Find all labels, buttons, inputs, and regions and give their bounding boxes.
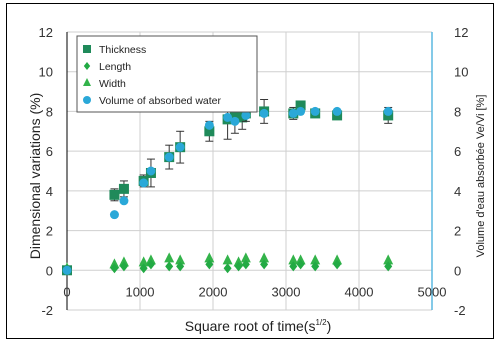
point-volume-of-absorbed-water xyxy=(146,166,156,176)
point-width xyxy=(383,254,394,265)
point-length xyxy=(139,263,148,274)
y-tick-label-right: -2 xyxy=(454,303,466,318)
legend-label-thickness: Thickness xyxy=(99,44,146,56)
y-tick-label-right: 8 xyxy=(454,104,461,119)
y-tick-label-left: 8 xyxy=(46,104,53,119)
y-tick-label-right: 6 xyxy=(454,144,461,159)
x-tick-label: 2000 xyxy=(199,284,228,299)
point-width xyxy=(222,254,233,265)
point-length xyxy=(119,261,128,272)
point-length xyxy=(296,259,305,270)
x-tick-label: 1000 xyxy=(126,284,155,299)
y-tick-label-right: 2 xyxy=(454,224,461,239)
point-width xyxy=(138,256,149,267)
point-length xyxy=(384,261,393,272)
point-length xyxy=(241,259,250,270)
point-volume-of-absorbed-water xyxy=(230,116,240,126)
legend-marker-length xyxy=(83,62,91,70)
point-volume-of-absorbed-water xyxy=(204,120,214,130)
legend-label-volume-of-absorbed-water: Volume of absorbed water xyxy=(99,95,221,107)
point-volume-of-absorbed-water xyxy=(296,106,306,116)
point-thickness xyxy=(118,183,129,194)
point-width xyxy=(259,252,270,263)
x-axis-label-close: ) xyxy=(327,318,332,334)
legend-marker-volume-of-absorbed-water xyxy=(83,96,91,104)
point-volume-of-absorbed-water xyxy=(62,265,72,275)
point-volume-of-absorbed-water xyxy=(332,106,342,116)
legend-marker-width xyxy=(83,78,91,86)
point-length xyxy=(260,259,269,270)
point-length xyxy=(289,261,298,272)
point-length xyxy=(234,261,243,272)
y-tick-label-left: 0 xyxy=(46,263,53,278)
y-tick-label-left: 2 xyxy=(46,224,53,239)
point-width xyxy=(310,254,321,265)
legend-label-width: Width xyxy=(99,78,126,90)
x-axis-label: Square root of time(s1/2) xyxy=(185,318,332,334)
point-thickness xyxy=(295,100,306,111)
right-y-axis-label: Volume d'eau absorbée Ve/Vi [%] xyxy=(475,95,487,258)
point-volume-of-absorbed-water xyxy=(175,142,185,152)
point-width xyxy=(240,252,251,263)
point-length xyxy=(223,263,232,274)
point-volume-of-absorbed-water xyxy=(259,108,269,118)
point-volume-of-absorbed-water xyxy=(164,152,174,162)
point-volume-of-absorbed-water xyxy=(241,110,251,120)
point-length xyxy=(311,261,320,272)
point-width xyxy=(175,254,186,265)
point-volume-of-absorbed-water xyxy=(223,112,233,122)
x-tick-label: 5000 xyxy=(418,284,447,299)
legend: Thickness Length Width Volume of absorbed w… xyxy=(76,35,258,113)
x-tick-label: 4000 xyxy=(345,284,374,299)
legend-marker-thickness xyxy=(83,45,91,53)
point-length xyxy=(176,261,185,272)
point-length xyxy=(110,263,119,274)
x-axis-label-main: Square root of time(s xyxy=(185,318,316,334)
y-tick-label-right: 4 xyxy=(454,184,461,199)
y-tick-label-left: 10 xyxy=(39,65,53,80)
left-y-axis-label: Dimensional variations (%) xyxy=(27,93,43,260)
point-volume-of-absorbed-water xyxy=(310,106,320,116)
point-volume-of-absorbed-water xyxy=(383,106,393,116)
x-tick-label: 3000 xyxy=(272,284,301,299)
point-volume-of-absorbed-water xyxy=(288,108,298,118)
point-thickness xyxy=(109,189,120,200)
point-length xyxy=(146,259,155,270)
point-volume-of-absorbed-water xyxy=(119,196,129,206)
y-tick-label-right: 12 xyxy=(454,25,468,40)
y-tick-label-left: -2 xyxy=(41,303,53,318)
point-length xyxy=(165,261,174,272)
y-tick-label-left: 4 xyxy=(46,184,53,199)
point-length xyxy=(333,259,342,270)
point-width xyxy=(288,254,299,265)
point-thickness xyxy=(204,126,215,137)
y-tick-label-right: 0 xyxy=(454,263,461,278)
point-length xyxy=(205,259,214,270)
y-tick-label-left: 12 xyxy=(39,25,53,40)
y-tick-label-right: 10 xyxy=(454,65,468,80)
data-marks xyxy=(62,99,394,276)
point-width xyxy=(164,252,175,263)
legend-box xyxy=(76,35,258,113)
point-volume-of-absorbed-water xyxy=(139,178,149,188)
point-width xyxy=(204,252,215,263)
x-axis-label-sup: 1/2 xyxy=(315,318,327,327)
y-tick-label-left: 6 xyxy=(46,144,53,159)
legend-label-length: Length xyxy=(99,61,131,73)
point-volume-of-absorbed-water xyxy=(109,210,119,220)
x-tick-label: 0 xyxy=(63,284,70,299)
